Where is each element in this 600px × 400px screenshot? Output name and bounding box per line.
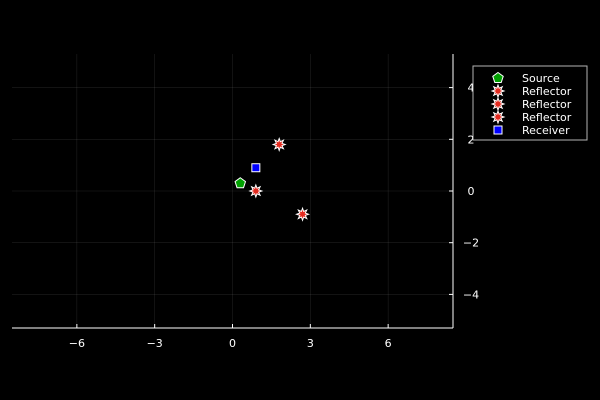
- y-tick-label: −4: [463, 288, 479, 301]
- legend-marker: [490, 83, 506, 99]
- legend: SourceReflectorReflectorReflectorReceive…: [472, 65, 588, 141]
- legend-label: Reflector: [522, 85, 572, 98]
- source-marker: [234, 177, 247, 189]
- receiver-marker: [251, 163, 261, 173]
- data-points: [234, 136, 311, 222]
- legend-marker: [493, 125, 503, 135]
- legend-box: [472, 65, 588, 141]
- x-tick-label: 3: [307, 337, 314, 350]
- y-tick-label: 4: [468, 82, 475, 95]
- x-tick-label: −6: [69, 337, 85, 350]
- legend-marker: [492, 71, 504, 83]
- legend-label: Receiver: [522, 124, 570, 137]
- y-tick-label: 0: [468, 185, 475, 198]
- legend-marker: [490, 109, 506, 125]
- legend-label: Reflector: [522, 111, 572, 124]
- reflector-marker: [248, 183, 264, 199]
- legend-marker: [490, 96, 506, 112]
- legend-label: Reflector: [522, 98, 572, 111]
- legend-label: Source: [522, 72, 560, 85]
- x-tick-label: 0: [229, 337, 236, 350]
- reflector-marker: [295, 206, 311, 222]
- y-tick-label: −2: [463, 237, 479, 250]
- y-tick-label: 2: [468, 133, 475, 146]
- axes: [12, 54, 454, 329]
- reflector-marker: [271, 136, 287, 152]
- x-tick-label: 6: [385, 337, 392, 350]
- tick-labels: −6 −3 0 3 6 4 2 0 −2 −4: [69, 82, 479, 350]
- x-tick-label: −3: [147, 337, 163, 350]
- grid-lines: [12, 54, 453, 328]
